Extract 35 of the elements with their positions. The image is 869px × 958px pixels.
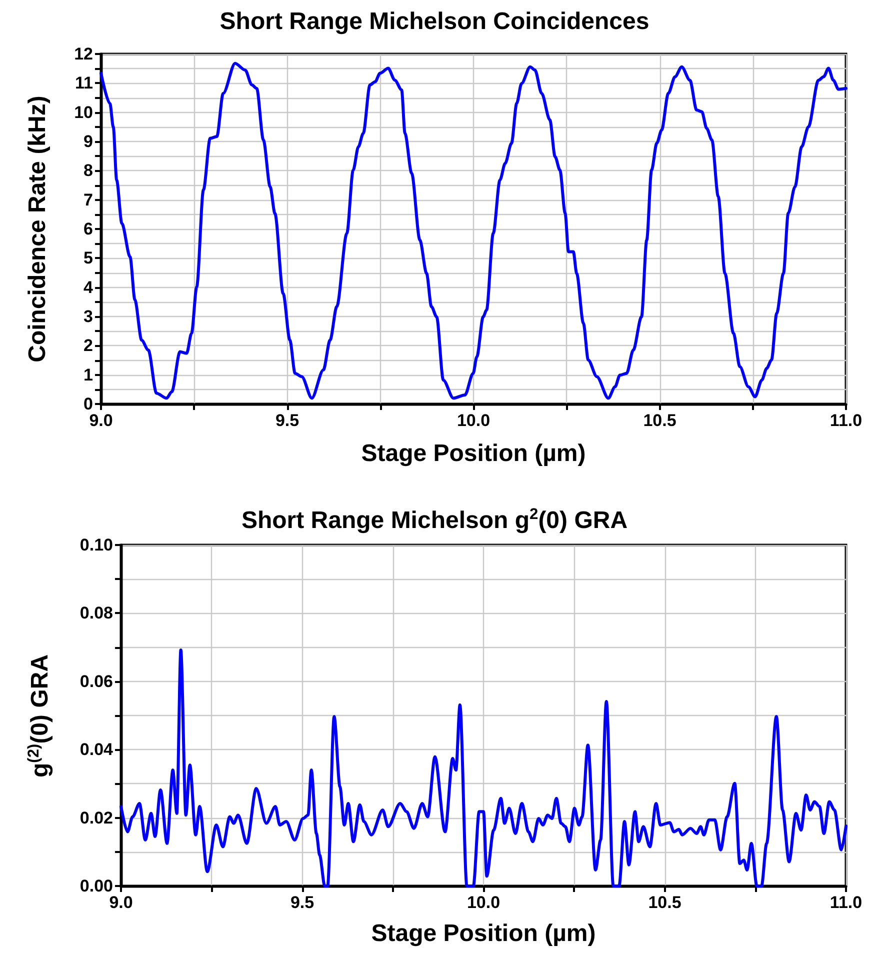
x-tick-label: 9.5 — [275, 411, 300, 430]
y-tick-label: 12 — [74, 44, 93, 64]
y-tick-label: 3 — [84, 307, 93, 326]
y-tick-label: 11 — [75, 74, 93, 93]
x-tick-label: 9.0 — [89, 411, 113, 430]
x-tick-label: 10.0 — [456, 411, 490, 430]
y-tick-label: 10 — [74, 102, 93, 122]
x-tick-label: 9.0 — [109, 893, 133, 912]
x-tick-label: 9.5 — [290, 893, 314, 912]
y-tick-label: 0.06 — [80, 672, 113, 691]
chart-title: Short Range Michelson g$^{2}$(0) GRA — [240, 506, 629, 535]
x-tick-label: 10.0 — [466, 893, 500, 912]
chart-title: Short Range Michelson Coincidences — [218, 8, 650, 36]
x-tick-label: 10.5 — [643, 411, 676, 430]
y-tick-label: 4 — [84, 278, 94, 297]
y-tick-label: 0.04 — [80, 740, 114, 760]
x-tick-label: 11.0 — [830, 893, 862, 912]
y-tick-label: 6 — [84, 220, 93, 238]
y-axis-title: Coincidence Rate (kHz) — [24, 96, 52, 362]
y-tick-label: 0 — [84, 394, 93, 414]
line-series — [100, 62, 848, 400]
y-tick-label: 5 — [84, 248, 93, 268]
x-tick-label: 10.5 — [648, 893, 682, 912]
x-tick-label: 11.0 — [830, 411, 862, 430]
y-tick-label: 0.02 — [80, 808, 113, 828]
y-tick-label: 9 — [84, 132, 93, 151]
y-tick-label: 8 — [84, 161, 93, 180]
y-tick-label: 2 — [84, 336, 93, 356]
x-axis-title: Stage Position (µm) — [360, 440, 587, 468]
y-tick-label: 0.00 — [80, 876, 113, 896]
y-tick-label: 0.10 — [80, 536, 113, 554]
y-tick-label: 1 — [84, 365, 93, 384]
y-tick-label: 7 — [84, 190, 93, 210]
y-tick-label: 0.08 — [80, 604, 113, 623]
x-axis-title: Stage Position (µm) — [370, 920, 597, 948]
